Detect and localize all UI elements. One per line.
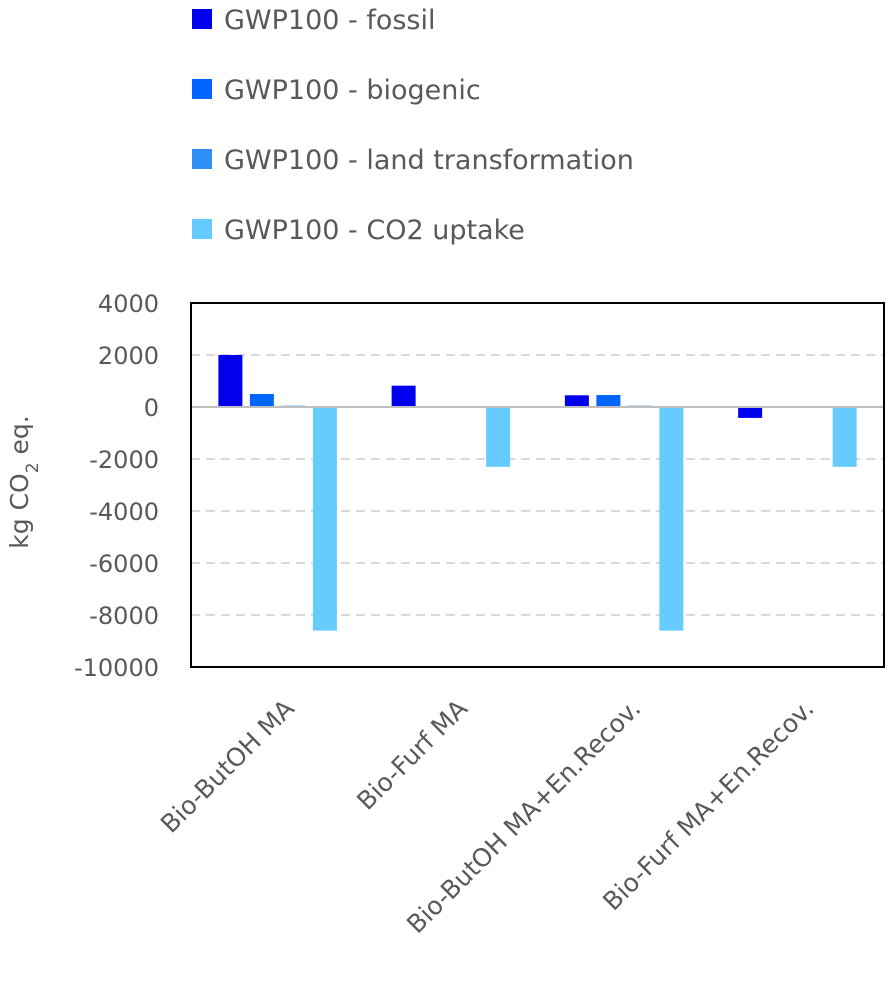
legend-label: GWP100 - land transformation <box>224 145 634 176</box>
bar-4-3 <box>659 407 684 631</box>
legend-label: GWP100 - CO2 uptake <box>224 215 525 246</box>
x-category-label: Bio-Furf MA <box>351 694 473 816</box>
gridlines <box>191 354 884 616</box>
bar-1-4 <box>738 407 763 418</box>
y-axis-label: kg CO2 eq. <box>5 415 43 548</box>
bar-1-3 <box>564 395 589 407</box>
y-tick-label: -6000 <box>89 550 159 578</box>
y-tick-label: -4000 <box>89 498 159 526</box>
y-tick-label: 4000 <box>98 290 159 318</box>
legend-label: GWP100 - fossil <box>224 5 436 36</box>
plot-frame <box>190 302 885 668</box>
y-tick-label: 2000 <box>98 342 159 370</box>
y-tick-label: -2000 <box>89 446 159 474</box>
bar-4-4 <box>832 407 857 467</box>
legend: GWP100 - fossil GWP100 - biogenic GWP100 -… <box>192 5 634 246</box>
bar-2-1 <box>249 394 274 407</box>
y-tick-labels: 4000 2000 0 -2000 -4000 -6000 -8000 -10000 <box>74 290 159 682</box>
bars <box>218 355 857 631</box>
bar-4-1 <box>312 407 337 631</box>
legend-swatch <box>192 9 212 29</box>
bar-1-2 <box>391 385 416 407</box>
y-tick-label: -8000 <box>89 602 159 630</box>
legend-swatch <box>192 79 212 99</box>
y-axis-label-subscript: 2 <box>23 462 43 473</box>
bar-2-3 <box>596 395 621 407</box>
bar-1-1 <box>218 355 243 407</box>
x-category-label: Bio-ButOH MA <box>155 694 300 839</box>
legend-label: GWP100 - biogenic <box>224 75 481 106</box>
bar-4-2 <box>486 407 511 467</box>
y-axis-label-main: kg CO <box>5 473 34 548</box>
y-tick-label: 0 <box>144 394 159 422</box>
y-tick-label: -10000 <box>74 654 159 682</box>
legend-swatch <box>192 219 212 239</box>
y-axis-label-tail: eq. <box>5 415 34 462</box>
legend-swatch <box>192 149 212 169</box>
